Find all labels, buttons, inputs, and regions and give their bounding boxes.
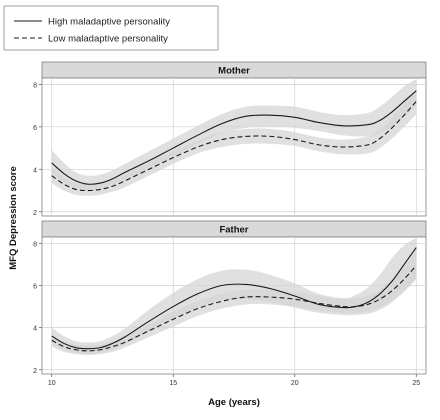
panel-father: Father 2 4 6 8 — [33, 220, 427, 375]
legend-label-high: High maladaptive personality — [48, 17, 170, 28]
panel-mother-title: Mother — [218, 66, 250, 77]
panel-father-line-dashed — [51, 265, 417, 352]
panel-mother-y-tick-label: 8 — [33, 82, 37, 89]
x-tick-label: 20 — [291, 380, 299, 387]
panel-mother-line-solid — [51, 90, 417, 185]
x-tick-label: 10 — [48, 380, 56, 387]
panel-mother-grid — [42, 78, 426, 216]
panel-father-title: Father — [219, 225, 248, 236]
panel-father-line-solid — [51, 247, 417, 350]
panel-mother-y-tick-label: 2 — [33, 210, 37, 217]
panel-mother-ci-band-solid — [51, 79, 417, 191]
panel-mother-lines — [51, 90, 417, 192]
panel-father-lines — [51, 247, 417, 352]
legend: High maladaptive personality Low maladap… — [3, 5, 219, 51]
panel-mother-y-ticks: 2 4 6 8 — [33, 82, 42, 217]
panel-father-y-tick-label: 6 — [33, 283, 37, 290]
panel-father-grid — [42, 237, 426, 374]
panel-father-ci-band-dashed — [51, 251, 417, 356]
panel-mother-ci-band-dashed — [51, 88, 417, 196]
panel-father-y-tick-label: 4 — [33, 326, 37, 333]
legend-label-low: Low maladaptive personality — [48, 34, 168, 45]
panel-mother-line-dashed — [51, 100, 417, 192]
legend-box — [3, 5, 219, 51]
x-axis-label: Age (years) — [208, 397, 260, 408]
x-tick-label: 25 — [412, 380, 420, 387]
panel-mother-y-tick-label: 4 — [33, 167, 37, 174]
panel-father-y-ticks: 2 4 6 8 — [33, 241, 42, 375]
panel-mother-ci-bands — [51, 79, 417, 196]
panel-mother: Mother 2 4 6 8 — [33, 61, 427, 217]
x-tick-label: 15 — [169, 380, 177, 387]
y-axis-label: MFQ Depression score — [8, 166, 19, 269]
panel-father-y-tick-label: 8 — [33, 241, 37, 248]
panel-mother-y-tick-label: 6 — [33, 125, 37, 132]
panel-father-y-tick-label: 2 — [33, 368, 37, 375]
x-axis-ticks: 10 15 20 25 — [48, 374, 420, 387]
